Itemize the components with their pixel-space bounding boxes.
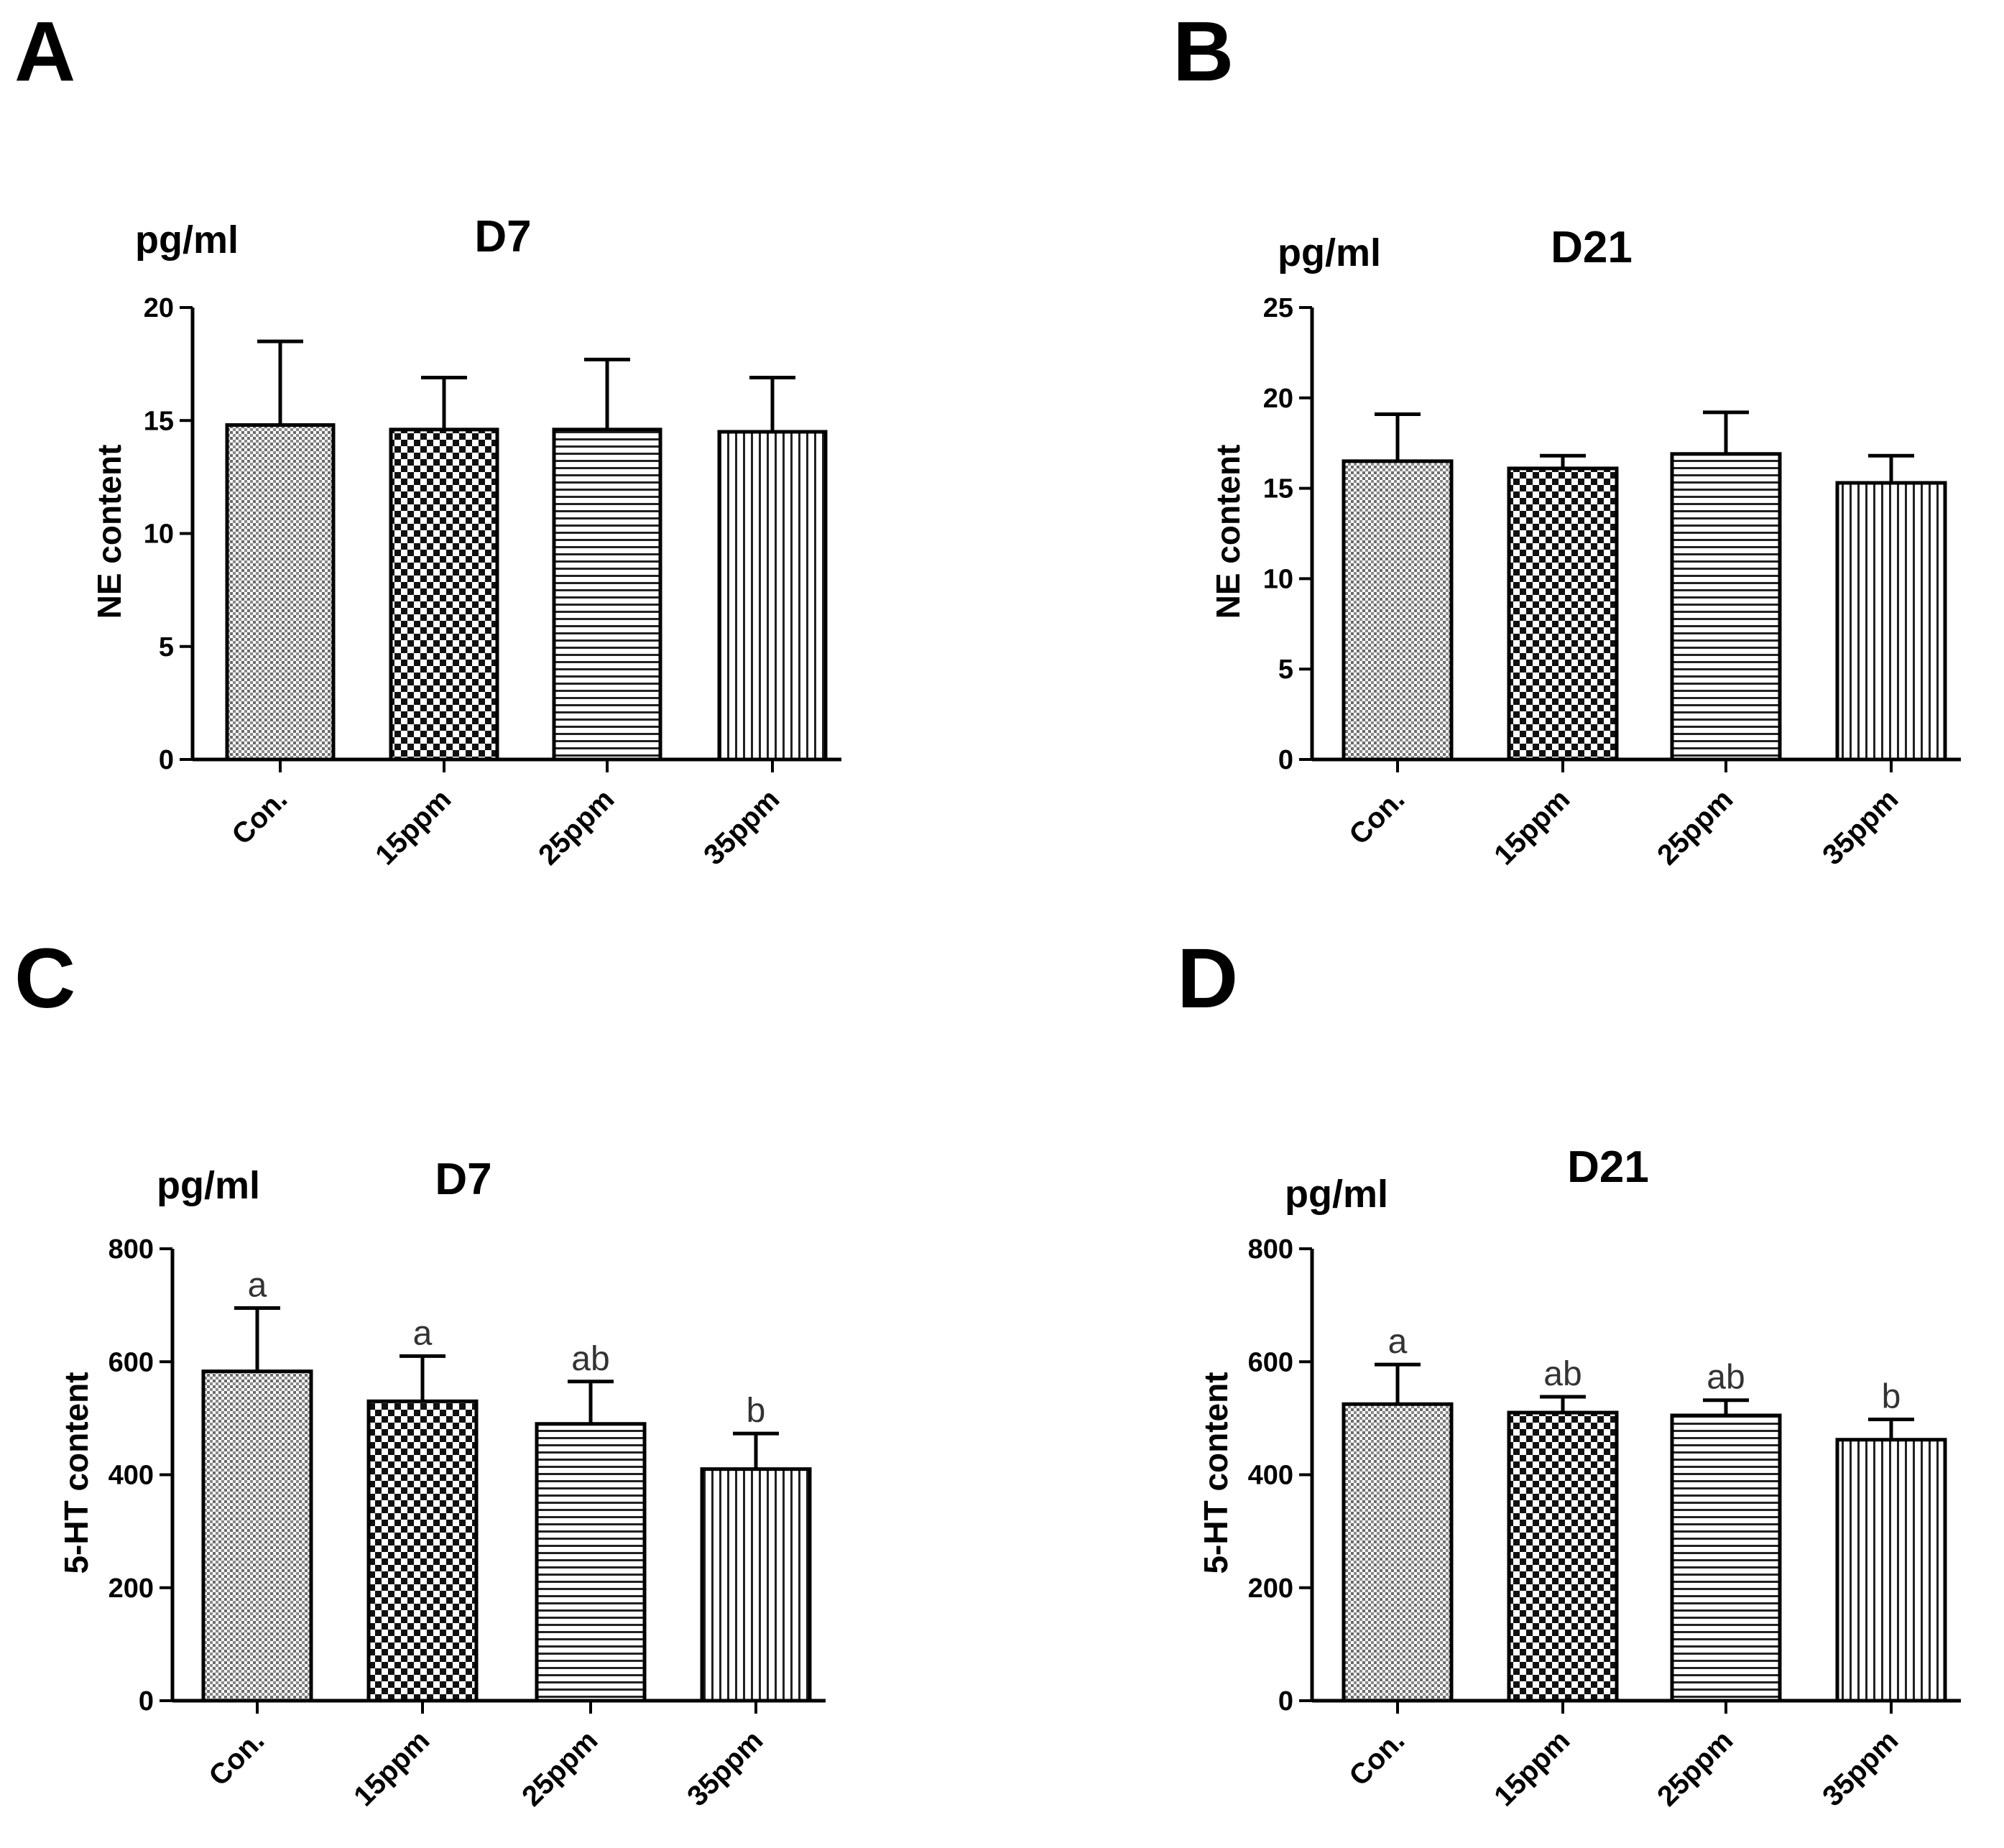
y-tick-label: 0 xyxy=(1278,1686,1293,1717)
bar xyxy=(1835,481,1947,762)
bar xyxy=(535,1422,647,1703)
bar xyxy=(389,428,499,762)
y-tick-label: 15 xyxy=(144,406,174,436)
x-tick-label: 35ppm xyxy=(698,783,785,871)
panel-letter: A xyxy=(14,4,75,99)
bar xyxy=(1342,1402,1454,1703)
significance-letter: b xyxy=(1882,1377,1901,1415)
x-tick-label: 35ppm xyxy=(1816,783,1904,871)
significance-letter: a xyxy=(248,1267,267,1305)
x-tick-label: 35ppm xyxy=(1816,1724,1904,1812)
y-tick-label: 20 xyxy=(1263,384,1293,414)
panel-letter: B xyxy=(1173,4,1234,99)
y-tick-label: 15 xyxy=(1263,474,1293,504)
x-tick-label: 15ppm xyxy=(348,1724,435,1812)
bar xyxy=(1507,466,1619,762)
y-axis-label: NE content xyxy=(1209,445,1247,619)
plot-area: 0 200 400 600 800 a Con. ab 15ppm ab 25ppm b 35ppm xyxy=(1248,1234,1961,1813)
bar xyxy=(225,423,336,762)
y-tick-label: 600 xyxy=(108,1347,154,1377)
y-axis-label: 5-HT content xyxy=(57,1372,95,1574)
chart-title: D7 xyxy=(474,212,531,262)
unit-label: pg/ml xyxy=(1285,1173,1388,1216)
bar xyxy=(1670,452,1782,762)
y-tick-label: 200 xyxy=(108,1574,154,1604)
x-tick-label: 35ppm xyxy=(681,1724,769,1812)
chart-title: D21 xyxy=(1567,1142,1649,1192)
plot-area: 0 200 400 600 800 a Con. a 15ppm ab 25ppm b 35ppm xyxy=(108,1234,826,1813)
bar xyxy=(1670,1413,1782,1703)
significance-letter: a xyxy=(413,1314,433,1352)
y-tick-label: 0 xyxy=(159,745,174,775)
y-tick-label: 5 xyxy=(159,632,174,662)
panel-letter: D xyxy=(1177,931,1238,1026)
x-tick-label: Con. xyxy=(1343,1724,1410,1792)
y-tick-label: 400 xyxy=(1248,1461,1293,1491)
plot-area: 0 5 10 15 20 Con. 15ppm 25ppm 35ppm xyxy=(144,293,841,872)
x-tick-label: 15ppm xyxy=(369,783,457,871)
y-axis-label: 5-HT content xyxy=(1197,1372,1234,1574)
plot-area: 0 5 10 15 20 25 Con. 15ppm 25ppm 35ppm xyxy=(1263,293,1961,872)
x-tick-label: Con. xyxy=(226,783,293,851)
significance-letter: b xyxy=(747,1392,766,1430)
bar xyxy=(366,1399,479,1703)
y-tick-label: 25 xyxy=(1263,293,1293,323)
x-tick-label: Con. xyxy=(203,1724,270,1792)
x-tick-label: 25ppm xyxy=(516,1724,604,1812)
chart-title: D7 xyxy=(435,1155,491,1204)
panel-b: B pg/ml D21 NE content 0 5 10 15 20 25 Con. 15p… xyxy=(1173,4,1961,872)
significance-letter: ab xyxy=(1543,1355,1582,1393)
y-tick-label: 0 xyxy=(139,1686,154,1717)
y-tick-label: 20 xyxy=(144,293,174,323)
x-tick-label: 25ppm xyxy=(1651,783,1739,871)
panel-a: A pg/ml D7 NE content 0 5 10 15 20 Con. 15ppm 2… xyxy=(14,4,841,872)
y-tick-label: 400 xyxy=(108,1461,154,1491)
y-tick-label: 5 xyxy=(1278,655,1293,685)
x-tick-label: 15ppm xyxy=(1488,783,1576,871)
significance-letter: ab xyxy=(571,1340,609,1378)
bar xyxy=(1507,1410,1619,1703)
bar xyxy=(700,1467,812,1703)
y-tick-label: 800 xyxy=(108,1234,154,1265)
significance-letter: a xyxy=(1388,1323,1408,1361)
panel-c: C pg/ml D7 5-HT content 0 200 400 600 800 a Co… xyxy=(14,931,826,1813)
bar xyxy=(717,430,828,762)
x-tick-label: Con. xyxy=(1343,783,1410,851)
bar xyxy=(1835,1438,1947,1703)
x-tick-label: 25ppm xyxy=(532,783,620,871)
y-tick-label: 10 xyxy=(1263,564,1293,594)
panel-d: D pg/ml D21 5-HT content 0 200 400 600 800 a C… xyxy=(1177,931,1961,1813)
y-tick-label: 10 xyxy=(144,519,174,550)
y-tick-label: 200 xyxy=(1248,1574,1293,1604)
chart-title: D21 xyxy=(1551,223,1633,272)
panel-letter: C xyxy=(14,931,75,1026)
unit-label: pg/ml xyxy=(157,1164,260,1207)
x-tick-label: 25ppm xyxy=(1651,1724,1739,1812)
x-tick-label: 15ppm xyxy=(1488,1724,1576,1812)
y-tick-label: 0 xyxy=(1278,745,1293,775)
y-tick-label: 800 xyxy=(1248,1234,1293,1265)
bar xyxy=(201,1369,313,1703)
y-tick-label: 600 xyxy=(1248,1347,1293,1377)
bar xyxy=(552,428,662,762)
bar xyxy=(1342,459,1454,762)
y-axis-label: NE content xyxy=(91,445,128,619)
unit-label: pg/ml xyxy=(1278,231,1381,274)
unit-label: pg/ml xyxy=(135,218,239,262)
significance-letter: ab xyxy=(1707,1359,1745,1397)
